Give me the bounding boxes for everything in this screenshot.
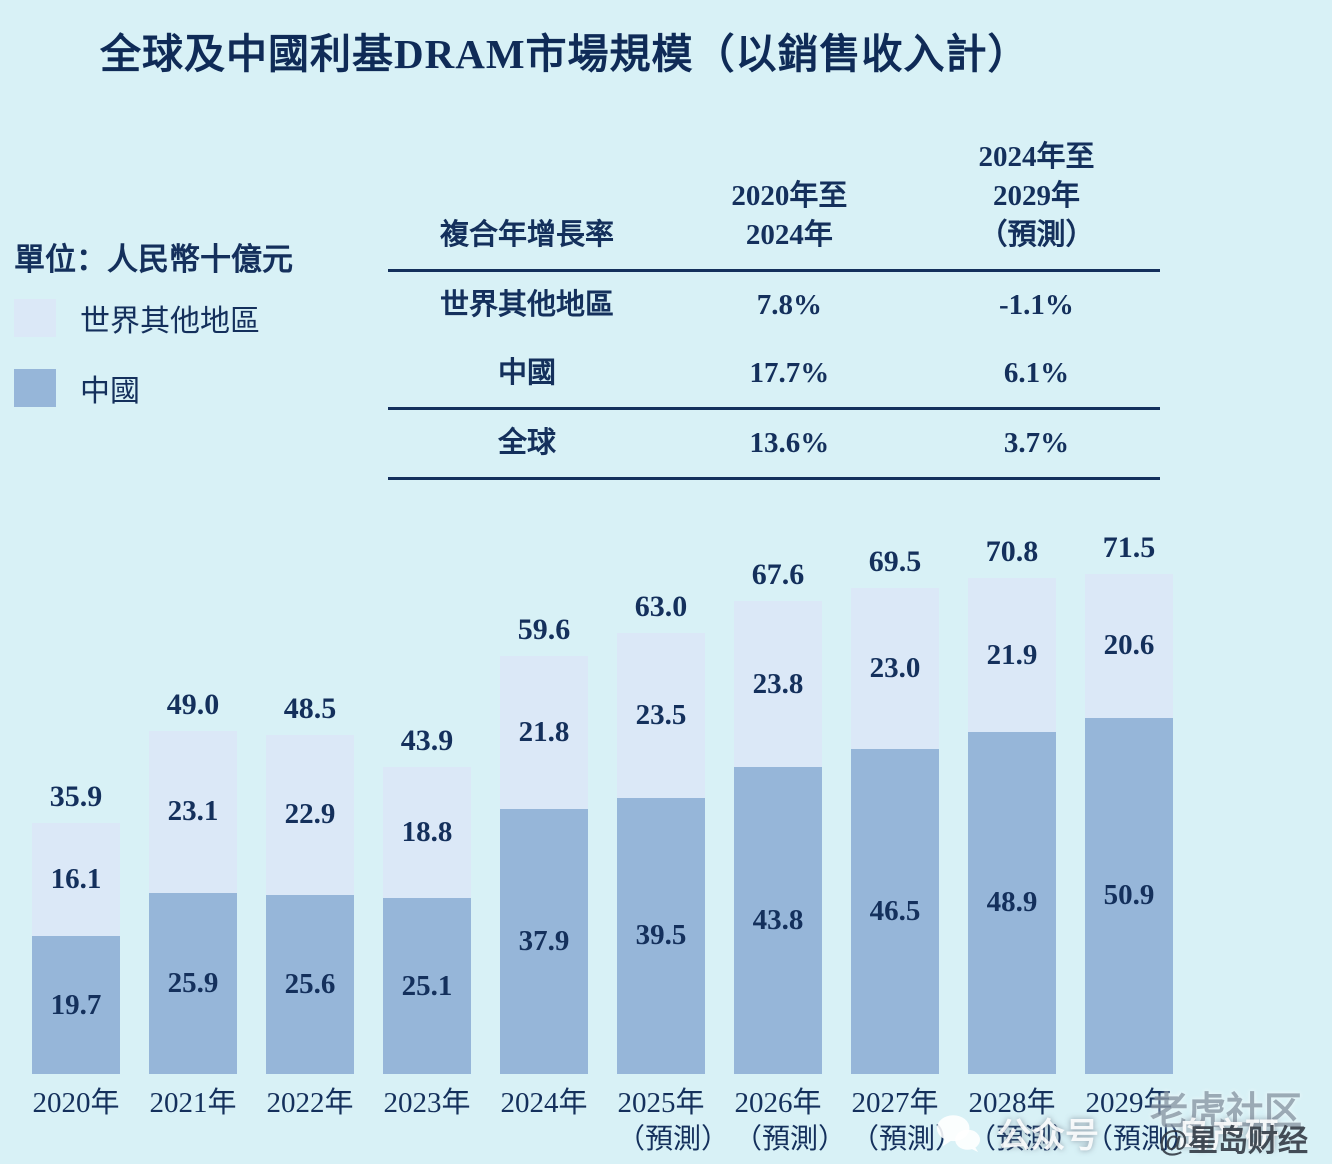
bar-group: 67.6 23.8 43.8 [734, 558, 822, 1074]
bar-group: 59.6 21.8 37.9 [500, 613, 588, 1074]
cagr-row-global: 全球 13.6% 3.7% [388, 410, 1160, 480]
bar-segment-world: 21.8 [500, 656, 588, 809]
bar-segment-china: 19.7 [32, 936, 120, 1074]
cagr-header-label: 複合年增長率 [439, 219, 614, 252]
bar-group: 49.0 23.1 25.9 [149, 688, 237, 1074]
cagr-row-global-c1: 13.6% [749, 426, 830, 459]
bar-segment-world: 22.9 [266, 734, 354, 895]
cagr-row-world-c1: 7.8% [756, 289, 823, 322]
legend-item-world: 世界其他地區 [14, 296, 260, 340]
legend: 世界其他地區 中國 [14, 296, 260, 410]
bar-segment-china: 37.9 [500, 808, 588, 1074]
bar-segment-world: 23.0 [851, 587, 939, 749]
cagr-row-china-c1: 17.7% [749, 356, 830, 389]
bar-segment-world: 23.5 [617, 633, 705, 798]
watermark-wechat-name: 岛产研 [1177, 1117, 1279, 1155]
bar-group: 63.0 23.5 39.5 [617, 590, 705, 1074]
watermark-credit: @星岛财经 [1158, 1125, 1308, 1158]
bar-group: 71.5 20.6 50.9 [1085, 531, 1173, 1074]
bar-total-label: 48.5 [283, 691, 337, 725]
bar-segment-china: 25.9 [149, 892, 237, 1074]
bar-total-label: 35.9 [49, 780, 103, 814]
bar-total-label: 49.0 [166, 688, 220, 722]
cagr-table: 複合年增長率 2020年至 2024年 2024年至 2029年 （預測） 世界… [388, 138, 1160, 480]
bar-segment-china: 25.6 [266, 894, 354, 1074]
wechat-icon [936, 1114, 981, 1152]
bar-total-label: 63.0 [634, 590, 688, 623]
bar-segment-world: 23.8 [734, 600, 822, 768]
bar-total-label: 43.9 [400, 723, 454, 757]
x-axis-label: 2024年 [500, 1087, 588, 1119]
x-axis-label: 2023年 [383, 1087, 471, 1119]
x-axis-label: 2026年 （預測） [734, 1087, 847, 1156]
x-axis-label: 2027年 （預測） [851, 1087, 964, 1156]
bar-segment-world: 18.8 [383, 766, 471, 899]
cagr-row-china-label: 中國 [497, 356, 556, 389]
bar-segment-china: 25.1 [383, 898, 471, 1074]
x-axis-label: 2020年 [32, 1087, 120, 1119]
bar-segment-world: 16.1 [32, 823, 120, 937]
bar-group: 48.5 22.9 25.6 [266, 692, 354, 1074]
cagr-row-world-label: 世界其他地區 [439, 289, 614, 322]
bar-segment-world: 23.1 [149, 731, 237, 893]
bar-segment-world: 21.9 [968, 578, 1056, 732]
bar-segment-china: 43.8 [734, 767, 822, 1074]
bar-segment-china: 46.5 [851, 748, 939, 1074]
stacked-bar-chart: 35.9 16.1 19.7 49.0 23.1 25.9 48.5 22.9 25.6 43.9… [32, 518, 1197, 1159]
cagr-row-china: 中國 17.7% 6.1% [388, 340, 1160, 410]
bar-group: 43.9 18.8 25.1 [383, 724, 471, 1074]
unit-label: 單位：人民幣十億元 [14, 242, 293, 277]
bar-segment-world: 20.6 [1085, 573, 1173, 718]
watermark-community: 老虎社区 [1149, 1091, 1302, 1133]
legend-swatch-world [14, 299, 56, 337]
bar-total-label: 59.6 [517, 613, 571, 647]
watermark-wechat-label: 公众号 [997, 1117, 1099, 1155]
cagr-header-row: 複合年增長率 2020年至 2024年 2024年至 2029年 （預測） [388, 138, 1160, 273]
x-axis-label: 2025年 （預測） [617, 1087, 730, 1156]
cagr-row-world-c2: -1.1% [998, 289, 1074, 322]
cagr-row-world: 世界其他地區 7.8% -1.1% [388, 272, 1160, 339]
cagr-row-global-c2: 3.7% [1003, 426, 1070, 459]
cagr-row-global-label: 全球 [497, 426, 556, 459]
legend-label-china: 中國 [80, 375, 140, 408]
cagr-header-col2: 2024年至 2029年 （預測） [978, 141, 1095, 252]
chart-title: 全球及中國利基DRAM市場規模（以銷售收入計） [100, 31, 1030, 77]
x-axis-label: 2021年 [149, 1087, 237, 1119]
bar-total-label: 69.5 [868, 544, 922, 578]
legend-label-world: 世界其他地區 [80, 305, 260, 338]
cagr-header-col1: 2020年至 2024年 [731, 180, 848, 252]
bar-segment-china: 48.9 [968, 731, 1056, 1074]
bar-group: 70.8 21.9 48.9 [968, 535, 1056, 1074]
x-axis-label: 2022年 [266, 1087, 354, 1119]
bars-container: 35.9 16.1 19.7 49.0 23.1 25.9 48.5 22.9 25.6 43.9… [32, 518, 1173, 1074]
bar-total-label: 70.8 [985, 535, 1039, 569]
bar-total-label: 67.6 [751, 557, 805, 591]
bar-segment-china: 50.9 [1085, 717, 1173, 1074]
bar-total-label: 71.5 [1102, 530, 1156, 564]
bar-segment-china: 39.5 [617, 797, 705, 1074]
legend-item-china: 中國 [14, 366, 260, 410]
cagr-row-china-c2: 6.1% [1003, 356, 1070, 389]
bar-group: 69.5 23.0 46.5 [851, 544, 939, 1074]
watermark-wechat: 公众号 岛产研 [935, 1108, 1279, 1157]
bar-group: 35.9 16.1 19.7 [32, 780, 120, 1074]
legend-swatch-china [14, 369, 56, 407]
